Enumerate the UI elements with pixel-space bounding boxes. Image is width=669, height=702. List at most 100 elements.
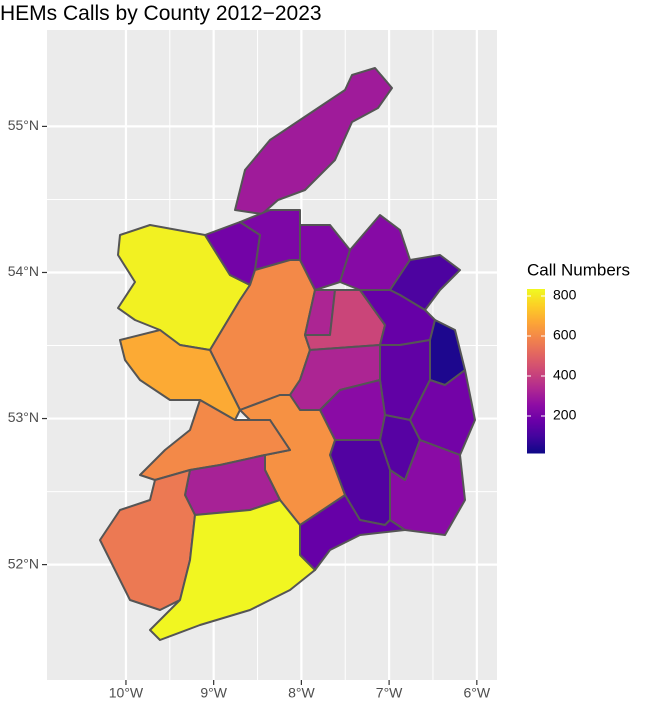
x-tick-label: 7°W xyxy=(376,685,403,701)
colorbar-segment xyxy=(527,357,545,360)
colorbar-segment xyxy=(527,341,545,344)
colorbar-segment xyxy=(527,347,545,350)
colorbar-label: 800 xyxy=(553,287,577,303)
colorbar-segment xyxy=(527,323,545,326)
colorbar-segment xyxy=(527,427,545,430)
colorbar-segment xyxy=(527,443,545,446)
x-tick-label: 9°W xyxy=(200,685,227,701)
colorbar-segment xyxy=(527,433,545,436)
colorbar-segment xyxy=(527,413,545,416)
colorbar-segment xyxy=(527,353,545,356)
colorbar-segment xyxy=(527,381,545,384)
colorbar-segment xyxy=(527,441,545,444)
colorbar-segment xyxy=(527,421,545,424)
colorbar-segment xyxy=(527,415,545,418)
y-tick-label: 53°N xyxy=(8,409,39,425)
colorbar-segment xyxy=(527,289,545,292)
colorbar-segment xyxy=(527,293,545,296)
colorbar-segment xyxy=(527,335,545,338)
y-tick-label: 52°N xyxy=(8,555,39,571)
colorbar-segment xyxy=(527,361,545,364)
colorbar-segment xyxy=(527,437,545,440)
colorbar-segment xyxy=(527,373,545,376)
y-tick-label: 54°N xyxy=(8,263,39,279)
colorbar-segment xyxy=(527,447,545,450)
colorbar-segment xyxy=(527,291,545,294)
colorbar-segment xyxy=(527,363,545,366)
colorbar-segment xyxy=(527,409,545,412)
chart-title: HEMs Calls by County 2012−2023 xyxy=(0,2,322,25)
colorbar-segment xyxy=(527,403,545,406)
colorbar-segment xyxy=(527,305,545,308)
colorbar-segment xyxy=(527,331,545,334)
county-region xyxy=(99,469,196,611)
colorbar-segment xyxy=(527,407,545,410)
colorbar-segment xyxy=(527,325,545,328)
colorbar-segment xyxy=(527,397,545,400)
colorbar-segment xyxy=(527,451,545,454)
colorbar-segment xyxy=(527,439,545,442)
colorbar-segment xyxy=(527,295,545,298)
colorbar-segment xyxy=(527,327,545,330)
colorbar-label: 600 xyxy=(553,327,577,343)
colorbar-segment xyxy=(527,359,545,362)
colorbar-segment xyxy=(527,385,545,388)
colorbar-segment xyxy=(527,299,545,302)
colorbar-segment xyxy=(527,405,545,408)
colorbar-segment xyxy=(527,375,545,378)
colorbar-segment xyxy=(527,309,545,312)
colorbar-label: 200 xyxy=(553,407,577,423)
colorbar-segment xyxy=(527,351,545,354)
colorbar-segment xyxy=(527,343,545,346)
county-region xyxy=(149,499,316,641)
colorbar-segment xyxy=(527,365,545,368)
colorbar-segment xyxy=(527,313,545,316)
colorbar-segment xyxy=(527,369,545,372)
colorbar-segment xyxy=(527,339,545,342)
colorbar-segment xyxy=(527,321,545,324)
colorbar-segment xyxy=(527,307,545,310)
colorbar-segment xyxy=(527,303,545,306)
colorbar-segment xyxy=(527,311,545,314)
colorbar-segment xyxy=(527,301,545,304)
colorbar-segment xyxy=(527,411,545,414)
colorbar-segment xyxy=(527,389,545,392)
colorbar-segment xyxy=(527,297,545,300)
colorbar-segment xyxy=(527,319,545,322)
colorbar-segment xyxy=(527,431,545,434)
colorbar-segment xyxy=(527,445,545,448)
x-tick-label: 8°W xyxy=(288,685,315,701)
colorbar-segment xyxy=(527,435,545,438)
x-tick-label: 6°W xyxy=(464,685,491,701)
colorbar-segment xyxy=(527,379,545,382)
colorbar-segment xyxy=(527,371,545,374)
colorbar-segment xyxy=(527,417,545,420)
colorbar-segment xyxy=(527,425,545,428)
colorbar-segment xyxy=(527,349,545,352)
colorbar-segment xyxy=(527,391,545,394)
county-region xyxy=(234,67,393,215)
colorbar-segment xyxy=(527,337,545,340)
colorbar-segment xyxy=(527,419,545,422)
colorbar-segment xyxy=(527,449,545,452)
colorbar-segment xyxy=(527,329,545,332)
y-tick-label: 55°N xyxy=(8,117,39,133)
colorbar-segment xyxy=(527,399,545,402)
colorbar-segment xyxy=(527,315,545,318)
colorbar-label: 400 xyxy=(553,367,577,383)
legend-title: Call Numbers xyxy=(527,260,630,279)
colorbar-segment xyxy=(527,395,545,398)
colorbar-segment xyxy=(527,393,545,396)
colorbar-segment xyxy=(527,401,545,404)
colorbar-segment xyxy=(527,423,545,426)
colorbar-segment xyxy=(527,383,545,386)
colorbar-segment xyxy=(527,367,545,370)
colorbar-segment xyxy=(527,317,545,320)
colorbar-segment xyxy=(527,355,545,358)
colorbar-segment xyxy=(527,429,545,432)
colorbar-segment xyxy=(527,333,545,336)
colorbar-segment xyxy=(527,387,545,390)
x-tick-label: 10°W xyxy=(109,685,144,701)
colorbar-segment xyxy=(527,377,545,380)
